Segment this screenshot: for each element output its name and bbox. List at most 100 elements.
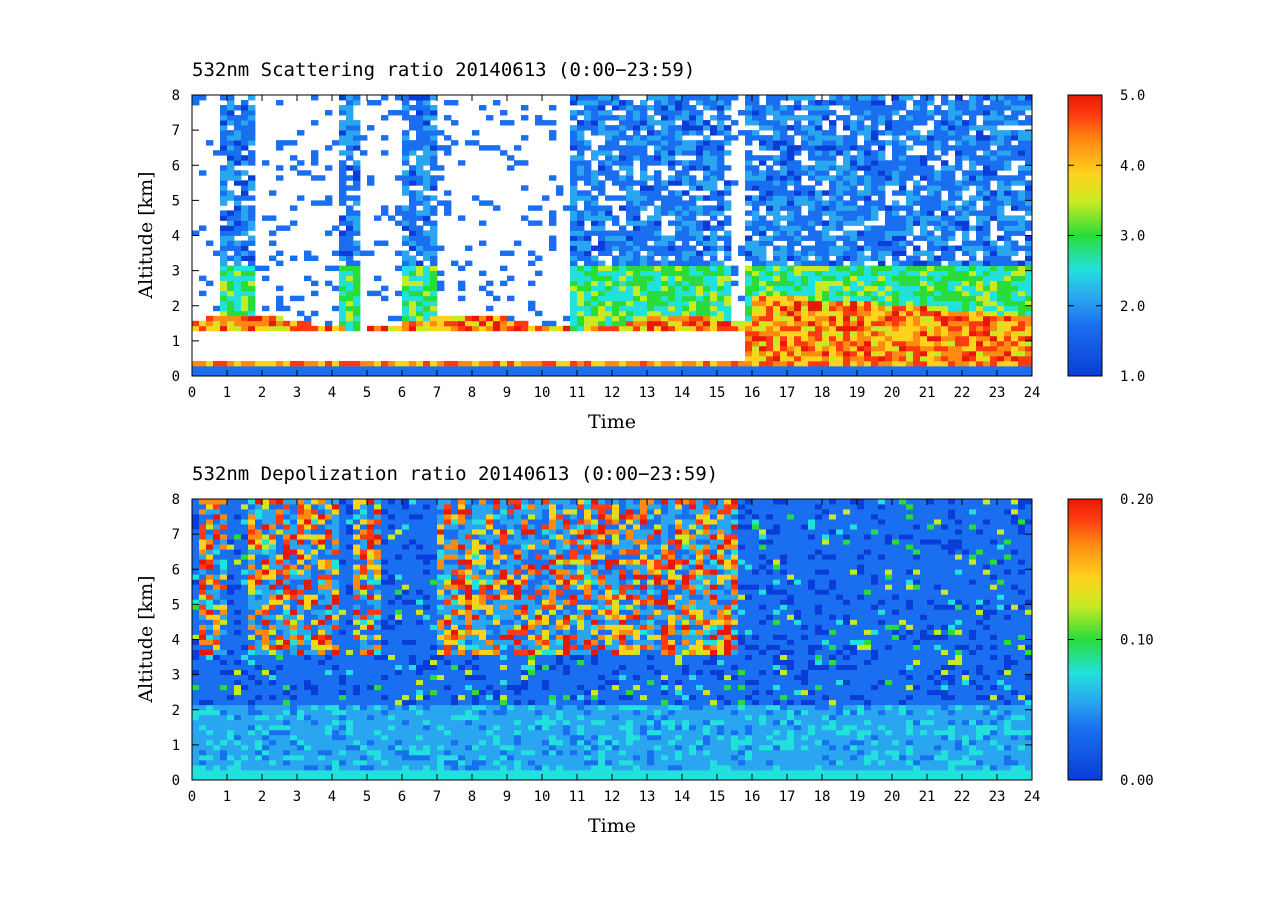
heatmap-cell — [255, 729, 263, 736]
heatmap-cell — [934, 325, 942, 332]
heatmap-cell — [1004, 215, 1012, 221]
heatmap-cell — [843, 285, 851, 292]
heatmap-cell — [759, 155, 767, 161]
heatmap-cell — [689, 140, 697, 146]
heatmap-cell — [969, 285, 977, 292]
heatmap-cell — [444, 360, 452, 367]
heatmap-cell — [780, 330, 788, 337]
heatmap-cell — [934, 155, 942, 161]
heatmap-cell — [871, 125, 879, 131]
heatmap-cell — [794, 345, 802, 352]
heatmap-cell — [290, 724, 298, 731]
heatmap-cell — [934, 120, 942, 126]
heatmap-cell — [731, 365, 739, 372]
heatmap-cell — [1004, 195, 1012, 201]
heatmap-cell — [234, 255, 242, 261]
heatmap-cell — [346, 125, 354, 131]
heatmap-cell — [871, 365, 879, 372]
heatmap-cell — [1004, 240, 1012, 246]
heatmap-cell — [661, 160, 669, 166]
heatmap-cell — [269, 365, 277, 372]
heatmap-cell — [696, 220, 704, 226]
heatmap-cell — [745, 340, 753, 347]
heatmap-cell — [808, 320, 816, 327]
heatmap-cell — [402, 275, 410, 282]
heatmap-cell — [878, 190, 886, 196]
heatmap-cell — [346, 220, 354, 226]
heatmap-cell — [269, 729, 277, 736]
heatmap-cell — [584, 325, 592, 332]
heatmap-cell — [871, 270, 879, 277]
heatmap-cell — [248, 509, 256, 515]
heatmap-cell — [227, 589, 235, 595]
heatmap-cell — [787, 160, 795, 166]
heatmap-cell — [906, 305, 914, 312]
heatmap-cell — [591, 130, 599, 136]
heatmap-cell — [766, 345, 774, 352]
heatmap-cell — [213, 370, 221, 377]
heatmap-cell — [885, 370, 893, 377]
heatmap-cell — [801, 235, 809, 241]
heatmap-cell — [619, 100, 627, 106]
heatmap-cell — [213, 769, 221, 776]
heatmap-cell — [976, 295, 984, 302]
heatmap-cell — [290, 704, 298, 711]
heatmap-cell — [283, 629, 291, 635]
heatmap-cell — [647, 250, 655, 256]
heatmap-cell — [199, 225, 207, 231]
heatmap-cell — [220, 729, 228, 736]
heatmap-cell — [248, 714, 256, 721]
heatmap-cell — [941, 150, 949, 156]
heatmap-cell — [661, 150, 669, 156]
heatmap-cell — [241, 225, 249, 231]
heatmap-cell — [843, 255, 851, 261]
heatmap-cell — [206, 649, 214, 655]
heatmap-cell — [626, 185, 634, 191]
heatmap-cell — [997, 330, 1005, 337]
heatmap-cell — [199, 170, 207, 176]
heatmap-cell — [248, 629, 256, 635]
heatmap-cell — [913, 105, 921, 111]
heatmap-cell — [241, 754, 249, 761]
heatmap-cell — [192, 704, 200, 711]
heatmap-cell — [934, 270, 942, 277]
heatmap-cell — [598, 130, 606, 136]
heatmap-cell — [836, 310, 844, 317]
heatmap-cell — [577, 130, 585, 136]
heatmap-cell — [773, 120, 781, 126]
heatmap-cell — [570, 110, 578, 116]
heatmap-cell — [577, 135, 585, 141]
heatmap-cell — [934, 255, 942, 261]
heatmap-cell — [612, 170, 620, 176]
heatmap-cell — [899, 230, 907, 236]
heatmap-cell — [1018, 300, 1026, 307]
heatmap-cell — [983, 225, 991, 231]
heatmap-cell — [395, 315, 403, 322]
heatmap-cell — [353, 100, 361, 106]
heatmap-cell — [339, 255, 347, 261]
heatmap-cell — [500, 320, 508, 327]
heatmap-cell — [745, 235, 753, 241]
heatmap-cell — [668, 300, 676, 307]
heatmap-cell — [353, 225, 361, 231]
heatmap-cell — [598, 115, 606, 121]
heatmap-cell — [948, 185, 956, 191]
heatmap-cell — [871, 340, 879, 347]
heatmap-cell — [661, 315, 669, 322]
heatmap-cell — [241, 644, 249, 650]
heatmap-cell — [577, 305, 585, 312]
heatmap-cell — [822, 280, 830, 287]
heatmap-cell — [241, 694, 249, 701]
heatmap-cell — [269, 574, 277, 580]
heatmap-cell — [192, 524, 200, 530]
heatmap-cell — [850, 255, 858, 261]
heatmap-cell — [577, 245, 585, 251]
heatmap-cell — [773, 235, 781, 241]
heatmap-cell — [794, 150, 802, 156]
heatmap-cell — [710, 230, 718, 236]
heatmap-cell — [829, 285, 837, 292]
heatmap-cell — [269, 754, 277, 761]
heatmap-cell — [738, 325, 746, 332]
heatmap-cell — [997, 210, 1005, 216]
heatmap-cell — [864, 150, 872, 156]
